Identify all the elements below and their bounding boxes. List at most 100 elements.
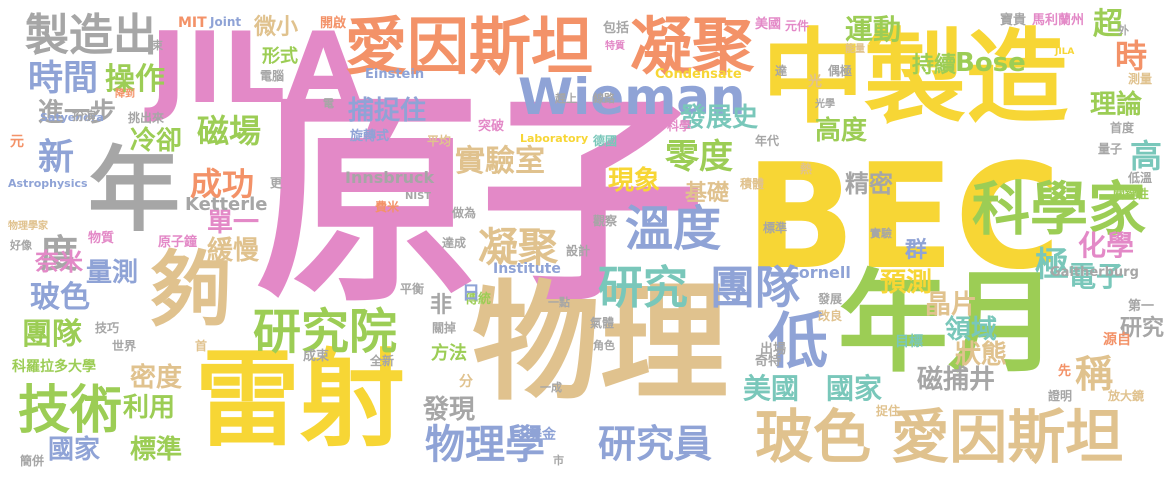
cloud-word: 偶極: [828, 64, 853, 78]
cloud-word: 測量: [1128, 72, 1153, 86]
cloud-word: 源自: [1103, 332, 1131, 348]
cloud-word: JILA: [150, 12, 362, 126]
cloud-word: 時間: [28, 59, 99, 99]
cloud-word: 成功: [190, 165, 255, 203]
cloud-word: 研究: [598, 261, 689, 314]
cloud-word: 世界: [112, 339, 137, 353]
cloud-word: Satyendra: [40, 111, 104, 124]
cloud-word: 科學: [667, 119, 692, 133]
cloud-word: 技巧: [95, 321, 120, 335]
cloud-word: 物理學: [425, 422, 545, 468]
cloud-word: 更: [270, 176, 283, 190]
cloud-word: 愛因斯坦: [345, 10, 594, 83]
cloud-word: 理論: [1090, 90, 1143, 120]
cloud-word: 達成: [442, 236, 467, 250]
cloud-word: 關鍵性: [1113, 187, 1150, 201]
cloud-word: 日: [462, 283, 480, 304]
cloud-word: 突破: [478, 119, 505, 134]
cloud-word: 密度: [130, 363, 183, 393]
cloud-word: 發現: [423, 395, 476, 425]
cloud-word: 元件: [785, 19, 810, 33]
cloud-word: 束: [152, 39, 163, 52]
cloud-word: 氣體: [590, 316, 615, 330]
cloud-word: 度: [40, 232, 79, 276]
cloud-word: 成束: [303, 349, 330, 364]
cloud-word: 旋轉式: [350, 129, 390, 144]
cloud-word: 中製造: [762, 19, 1068, 138]
cloud-word: Astrophysics: [8, 177, 88, 190]
cloud-word: 物理: [472, 269, 729, 418]
cloud-word: Ketterle: [185, 194, 268, 215]
cloud-word: Wieman: [518, 68, 746, 126]
cloud-word: 持續: [912, 53, 957, 78]
cloud-word: 開啟: [320, 16, 347, 31]
cloud-word: 元: [10, 134, 24, 150]
cloud-word: 年: [88, 137, 181, 244]
cloud-word: 零度: [665, 137, 733, 177]
cloud-word: 方法: [431, 343, 467, 364]
cloud-word: 新: [38, 137, 75, 178]
cloud-word: 關掉: [432, 321, 457, 335]
cloud-word: 美金: [528, 427, 556, 443]
cloud-word: Innsbruck: [345, 168, 435, 187]
cloud-word: 市: [553, 454, 564, 467]
cloud-word: 積體: [740, 177, 765, 191]
cloud-word: BEC: [745, 133, 1061, 302]
cloud-word: 稱: [1075, 352, 1114, 396]
cloud-word: 物質: [88, 231, 115, 246]
cloud-word: 緩慢: [207, 236, 260, 266]
cloud-word: 奇特: [755, 354, 782, 369]
cloud-word: 玻色: [30, 280, 90, 315]
cloud-word: 微小: [254, 15, 299, 40]
cloud-word: 包括: [603, 21, 630, 36]
cloud-word: 研究院: [253, 304, 398, 360]
cloud-word: 研究員: [598, 422, 713, 466]
cloud-word: 改良: [818, 309, 843, 323]
cloud-word: 特質: [605, 41, 625, 52]
cloud-word: 雷射: [195, 339, 406, 461]
cloud-word: Einstein: [365, 67, 425, 82]
cloud-word: 冷卻: [130, 126, 183, 156]
cloud-word: 狀態: [955, 340, 1008, 370]
cloud-word: 首度: [1110, 121, 1135, 135]
cloud-word: MIT: [178, 15, 207, 31]
cloud-word: 達: [775, 64, 788, 78]
cloud-word: 年月: [838, 259, 1058, 387]
cloud-word: 證明: [1048, 389, 1073, 403]
cloud-word: Condensate: [655, 67, 742, 82]
cloud-word: NIST: [405, 191, 432, 202]
cloud-word: 一成: [540, 381, 562, 394]
cloud-word: 標準: [130, 435, 183, 465]
cloud-word: 精密: [845, 170, 893, 198]
cloud-word: 捕捉住: [348, 96, 427, 126]
cloud-word: 年代: [755, 134, 780, 148]
cloud-word: Gaitherburg: [1050, 265, 1139, 280]
cloud-word: 磁捕井: [917, 365, 996, 395]
cloud-word: 目標: [895, 334, 923, 350]
cloud-word: 降到: [115, 89, 135, 100]
cloud-word: Cornell: [787, 263, 851, 282]
cloud-word: Laboratory: [520, 132, 589, 145]
cloud-word: 溫度: [625, 201, 722, 257]
cloud-word: 放大鏡: [1108, 389, 1145, 403]
cloud-word: 美國: [743, 372, 800, 405]
cloud-word: 分: [459, 374, 473, 390]
cloud-word: 磁場: [197, 112, 262, 150]
cloud-word: 科學家: [972, 175, 1147, 243]
cloud-word: 超: [1093, 7, 1123, 42]
cloud-word: 線路: [593, 92, 615, 105]
cloud-word: 製造出: [25, 10, 157, 61]
cloud-word: 挑出來: [128, 111, 165, 125]
cloud-word: 群: [905, 238, 928, 263]
cloud-word: 預測: [880, 268, 933, 298]
cloud-word: 熱: [800, 162, 813, 176]
cloud-word: 光: [808, 74, 822, 90]
cloud-word: 發展史: [680, 103, 759, 133]
cloud-word: 運動: [845, 13, 902, 46]
cloud-word: Joint: [210, 15, 242, 29]
cloud-word: 玻色 愛因斯坦: [755, 403, 1124, 471]
cloud-word: 傳統: [465, 292, 492, 307]
cloud-word: Institute: [493, 261, 561, 277]
cloud-word: 國家: [48, 435, 101, 465]
